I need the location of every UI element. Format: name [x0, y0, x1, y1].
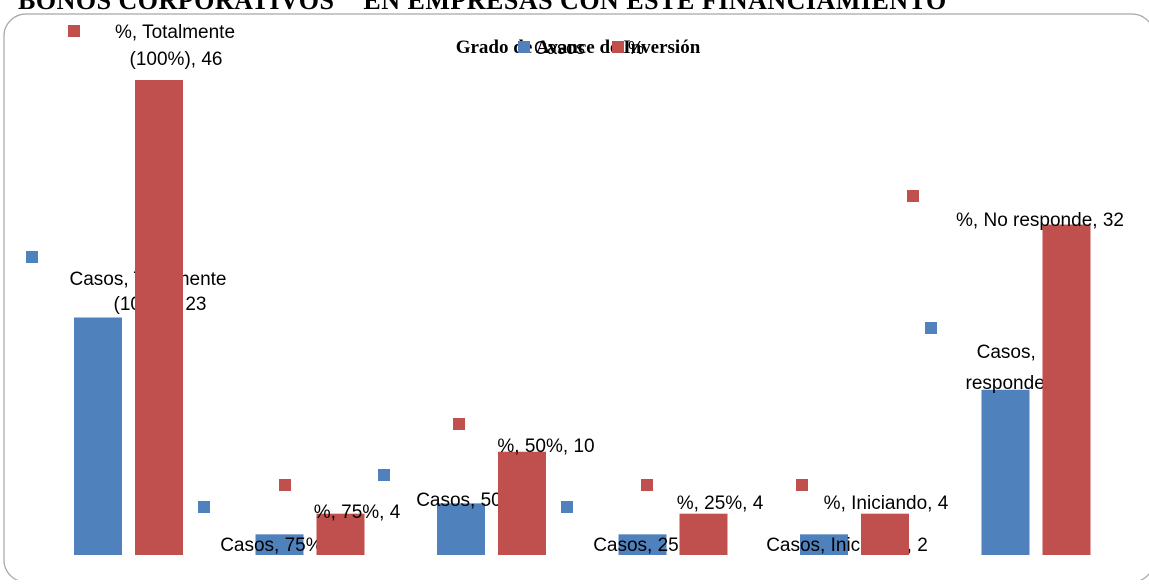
label-marker-casos-50 — [378, 469, 390, 481]
label-marker-casos-no-responde — [925, 322, 937, 334]
label-marker-pct-no-responde — [907, 190, 919, 202]
page-heading: BONOS CORPORATIVOS " EN EMPRESAS CON EST… — [18, 0, 947, 15]
legend-swatch-pct — [612, 41, 624, 53]
label-marker-pct-25 — [641, 479, 653, 491]
bar-pct-50 — [498, 451, 546, 555]
bar-casos-75 — [255, 534, 304, 555]
label-marker-casos-25 — [561, 501, 573, 513]
bar-casos-no-responde — [981, 389, 1030, 555]
data-label-pct-totalmente-100: (100%), 46 — [130, 49, 223, 70]
data-label-pct-50: %, 50%, 10 — [497, 436, 594, 457]
bar-casos-iniciando — [800, 534, 848, 555]
data-label-pct-iniciando: %, Iniciando, 4 — [824, 493, 949, 514]
data-label-casos-75: Casos, 75%, 2 — [220, 535, 344, 556]
label-marker-casos-totalmente-100 — [26, 251, 38, 263]
label-marker-pct-iniciando — [796, 479, 808, 491]
label-marker-casos-75 — [198, 501, 210, 513]
bar-casos-50 — [437, 503, 485, 555]
legend-swatch-casos — [518, 41, 530, 53]
legend-label-pct: % — [628, 38, 644, 58]
data-label-pct-no-responde: %, No responde, 32 — [956, 210, 1124, 231]
legend-label-casos: Casos — [534, 38, 585, 58]
bar-pct-75 — [316, 513, 365, 555]
data-label-pct-25: %, 25%, 4 — [677, 493, 764, 514]
label-marker-pct-50 — [453, 418, 465, 430]
chart-title: Grado de Avance de Inversión — [456, 37, 701, 58]
data-label-pct-totalmente-100: %, Totalmente — [115, 22, 235, 43]
bar-pct-iniciando — [861, 513, 909, 555]
label-marker-pct-75 — [279, 479, 291, 491]
bar-casos-totalmente-100 — [74, 317, 122, 555]
bar-pct-no-responde — [1042, 224, 1091, 555]
label-marker-pct-totalmente-100 — [68, 25, 80, 37]
bar-casos-25 — [618, 534, 667, 555]
bar-pct-totalmente-100 — [135, 80, 183, 555]
data-label-pct-75: %, 75%, 4 — [314, 502, 401, 523]
bar-pct-25 — [679, 513, 728, 555]
